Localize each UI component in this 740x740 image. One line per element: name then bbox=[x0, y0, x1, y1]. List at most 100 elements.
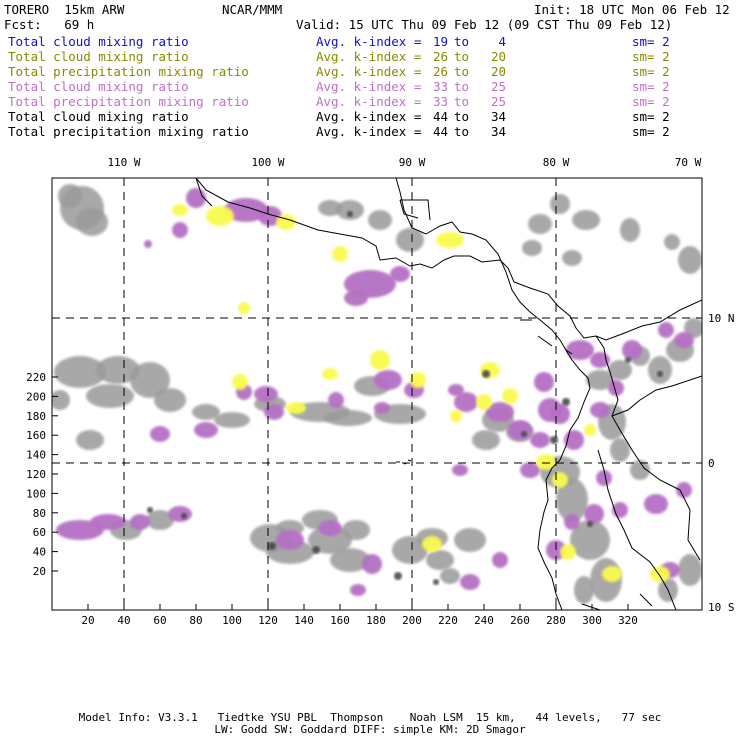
cloud-blob bbox=[590, 352, 610, 368]
cloud-blob bbox=[664, 234, 680, 250]
legend-to: to bbox=[454, 109, 470, 124]
legend-sm: sm= 2 bbox=[632, 124, 670, 139]
cloud-blob bbox=[440, 568, 460, 584]
cloud-blob bbox=[492, 552, 508, 568]
model-info-line1: Model Info: V3.3.1 Tiedtke YSU PBL Thomp… bbox=[78, 711, 662, 724]
cloud-blob bbox=[232, 374, 248, 390]
cloud-blob bbox=[312, 546, 320, 554]
legend-to: to bbox=[454, 94, 470, 109]
forecast-hour: Fcst: 69 h bbox=[4, 17, 95, 32]
cloud-blob bbox=[86, 384, 134, 408]
legend-sm: sm= 2 bbox=[632, 49, 670, 64]
cloud-blob bbox=[144, 240, 152, 248]
cloud-blob bbox=[657, 371, 663, 377]
y-tick-label: 40 bbox=[33, 546, 46, 559]
legend-avg: Avg. k-index = bbox=[316, 34, 422, 49]
y-axis-ticks: 20 40 60 80 100 120 140 160 180 200 220 bbox=[26, 371, 58, 578]
cloud-blob bbox=[276, 214, 296, 230]
cloud-blob bbox=[150, 426, 170, 442]
cloud-blob bbox=[520, 462, 540, 478]
cloud-blob bbox=[564, 514, 580, 530]
x-tick-label: 120 bbox=[258, 614, 278, 627]
cloud-blob bbox=[572, 210, 600, 230]
cloud-blob bbox=[394, 572, 402, 580]
center-name: NCAR/MMM bbox=[222, 2, 283, 17]
lat-lon-grid bbox=[52, 178, 702, 610]
cloud-blob bbox=[482, 370, 490, 378]
cloud-blob bbox=[342, 520, 370, 540]
init-time: Init: 18 UTC Mon 06 Feb 12 bbox=[534, 2, 730, 17]
cloud-blob bbox=[76, 208, 108, 236]
x-tick-label: 200 bbox=[402, 614, 422, 627]
cloud-blob bbox=[508, 420, 532, 440]
legend-sm: sm= 2 bbox=[632, 79, 670, 94]
legend-sm: sm= 2 bbox=[632, 34, 670, 49]
plot-frame bbox=[51, 177, 703, 611]
y-tick-label: 160 bbox=[26, 429, 46, 442]
purple-cloud-layer bbox=[56, 188, 694, 596]
legend-to: to bbox=[454, 79, 470, 94]
cloud-blob bbox=[528, 214, 552, 234]
cloud-blob bbox=[454, 528, 486, 552]
cloud-blob bbox=[370, 350, 390, 370]
legend-hi: 44 bbox=[432, 109, 448, 124]
cloud-blob bbox=[90, 514, 126, 530]
cloud-blob bbox=[550, 194, 570, 214]
cloud-blob bbox=[530, 432, 550, 448]
cloud-blob bbox=[318, 520, 342, 536]
cloud-blob bbox=[154, 388, 186, 412]
cloud-blob bbox=[328, 392, 344, 408]
cloud-blob bbox=[258, 206, 282, 226]
cloud-blob bbox=[587, 521, 593, 527]
cloud-blob bbox=[648, 356, 672, 384]
legend-hi: 33 bbox=[432, 94, 448, 109]
cloud-blob bbox=[172, 204, 188, 216]
legend-avg: Avg. k-index = bbox=[316, 94, 422, 109]
cloud-blob bbox=[350, 584, 366, 596]
legend-hi: 44 bbox=[432, 124, 448, 139]
cloud-blob bbox=[521, 431, 527, 437]
legend-avg: Avg. k-index = bbox=[316, 124, 422, 139]
cloud-blob bbox=[186, 188, 206, 208]
cloud-blob bbox=[192, 404, 220, 420]
cloud-blob bbox=[608, 360, 632, 380]
y-tick-label: 80 bbox=[33, 507, 46, 520]
cloud-blob bbox=[486, 402, 514, 422]
y-tick-label: 220 bbox=[26, 371, 46, 384]
legend-hi: 19 bbox=[432, 34, 448, 49]
legend-hi: 26 bbox=[432, 49, 448, 64]
legend-lo: 4 bbox=[498, 34, 506, 49]
cloud-blob bbox=[374, 402, 390, 414]
x-tick-label: 20 bbox=[81, 614, 94, 627]
legend-to: to bbox=[454, 34, 470, 49]
cloud-blob bbox=[450, 410, 462, 422]
cloud-blob bbox=[206, 206, 234, 226]
legend-to: to bbox=[454, 49, 470, 64]
cloud-blob bbox=[146, 510, 174, 530]
cloud-blob bbox=[644, 494, 668, 514]
x-tick-label: 240 bbox=[474, 614, 494, 627]
cloud-blob bbox=[390, 266, 410, 282]
dark-precip-layer bbox=[147, 211, 663, 585]
cloud-blob bbox=[562, 398, 570, 406]
cloud-blob bbox=[362, 554, 382, 574]
cloud-blob bbox=[630, 460, 650, 480]
coastlines bbox=[195, 178, 702, 610]
cloud-blob bbox=[436, 232, 464, 248]
cloud-blob bbox=[96, 356, 140, 384]
x-tick-label: 260 bbox=[510, 614, 530, 627]
x-tick-label: 220 bbox=[438, 614, 458, 627]
y-tick-label: 100 bbox=[26, 487, 46, 500]
y-tick-label: 140 bbox=[26, 449, 46, 462]
legend-to: to bbox=[454, 64, 470, 79]
x-tick-label: 100 bbox=[222, 614, 242, 627]
legend-name: Total cloud mixing ratio bbox=[8, 79, 189, 94]
cloud-blob bbox=[318, 200, 342, 216]
legend-lo: 34 bbox=[490, 124, 506, 139]
legend-lo: 20 bbox=[490, 49, 506, 64]
cloud-blob bbox=[658, 322, 674, 338]
cloud-blob bbox=[622, 340, 642, 360]
cloud-blob bbox=[534, 372, 554, 392]
lon-label: 70 W bbox=[675, 156, 702, 169]
x-tick-label: 60 bbox=[153, 614, 166, 627]
